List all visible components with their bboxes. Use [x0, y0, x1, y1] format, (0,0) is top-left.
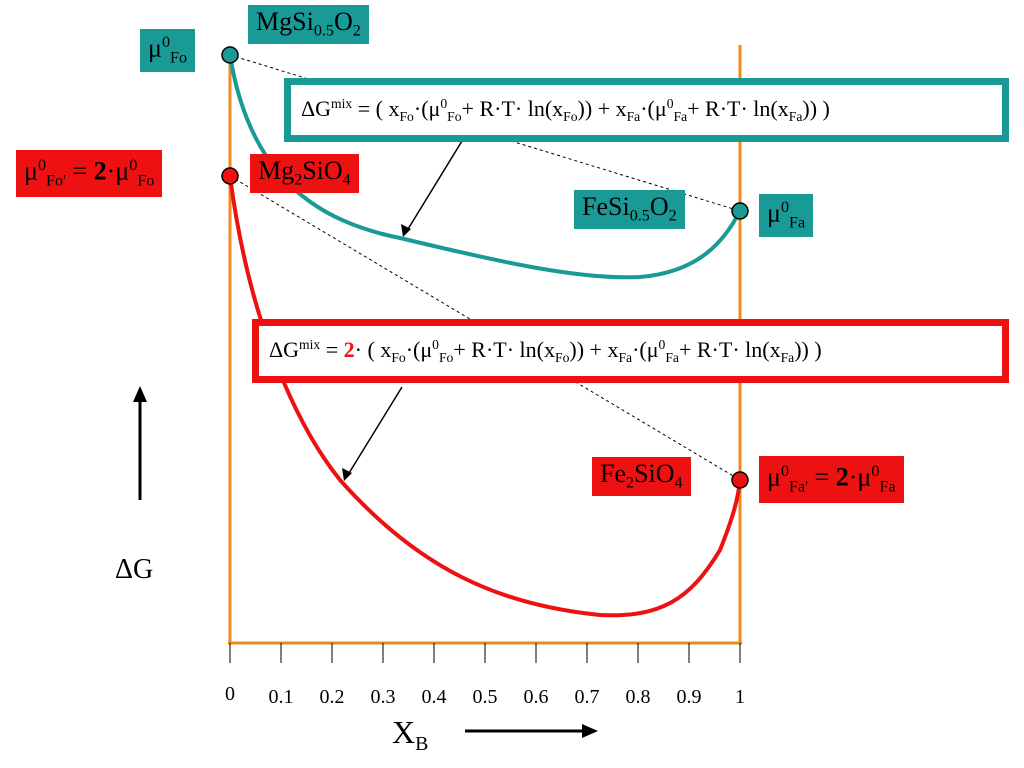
mu-fo-label: μ0Fo	[140, 29, 196, 73]
x-tick-label: 0.2	[319, 686, 345, 708]
x-tick-label: 0.6	[523, 686, 549, 708]
teal-point-fo	[221, 46, 239, 64]
x-tick-label: 0.5	[472, 686, 498, 708]
x-tick-label: 0.9	[676, 686, 702, 708]
teal-point-fa	[731, 202, 749, 220]
x-tick-marks	[229, 643, 741, 663]
x-tick-label: 0.3	[370, 686, 396, 708]
red-point-fa	[731, 471, 749, 489]
red-mixing-curve	[228, 175, 742, 618]
red-point-fo	[221, 167, 239, 185]
x-tick-label: 1	[735, 686, 745, 708]
x-axis-label: XB	[392, 714, 429, 755]
x-tick-label: 0.4	[421, 686, 447, 708]
y-axis-label: ΔG	[115, 554, 154, 585]
x-axis-arrowhead	[582, 724, 598, 738]
red-formula-text: ΔGmix = 2· ( xFo·(μ0Fo+ R·T· ln(xFo)) + …	[269, 336, 822, 365]
mu-fo-prime-label: μ0Fo' = 2·μ0Fo	[16, 150, 163, 198]
teal-formula-text: ΔGmix = ( xFo·(μ0Fo+ R·T· ln(xFo)) + xFa…	[301, 95, 830, 124]
mu-fa-label: μ0Fa	[759, 194, 814, 238]
red-formula-box: ΔGmix = 2· ( xFo·(μ0Fo+ R·T· ln(xFo)) + …	[252, 319, 1009, 383]
teal-formula-arrow	[404, 140, 463, 235]
fesi05o2-label: FeSi0.5O2	[574, 190, 685, 229]
teal-formula-box: ΔGmix = ( xFo·(μ0Fo+ R·T· ln(xFo)) + xFa…	[284, 78, 1009, 142]
teal-arrowhead	[401, 224, 411, 237]
x-tick-label: 0.1	[268, 686, 294, 708]
fe2sio4-label: Fe2SiO4	[592, 457, 691, 496]
x-tick-label: 0.8	[625, 686, 651, 708]
red-formula-arrow	[345, 386, 403, 479]
x-tick-label: 0.7	[574, 686, 600, 708]
x-tick-label: 0	[225, 683, 235, 705]
mu-fa-prime-label: μ0Fa' = 2·μ0Fa	[759, 456, 904, 504]
mg2sio4-label: Mg2SiO4	[250, 154, 359, 193]
y-axis-arrowhead	[133, 386, 147, 402]
mgsi05o2-label: MgSi0.5O2	[248, 5, 369, 44]
red-arrowhead	[342, 468, 352, 481]
